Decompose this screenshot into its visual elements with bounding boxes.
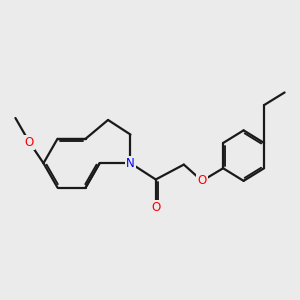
Text: N: N xyxy=(126,157,135,170)
Text: O: O xyxy=(25,136,34,149)
Text: O: O xyxy=(197,174,207,188)
Text: O: O xyxy=(151,201,160,214)
